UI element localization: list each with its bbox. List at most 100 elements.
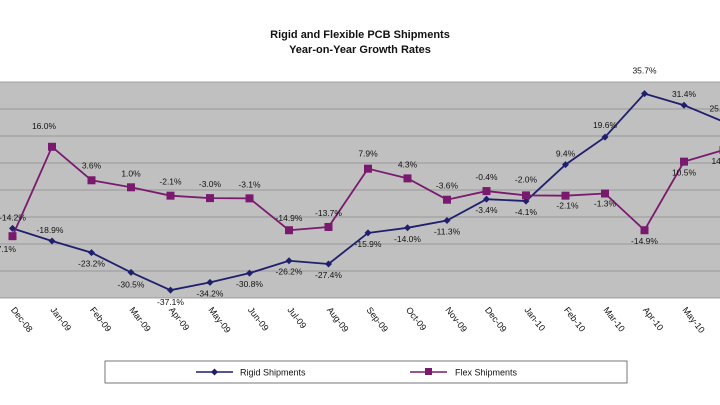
legend-box <box>104 360 628 384</box>
legend-item-flex: Flex Shipments <box>410 368 518 378</box>
data-labels: -14.2% -18.9% -23.2% -30.5% -37.1% -34.2% -30.… <box>0 66 720 308</box>
x-tick-label: Dec-09 <box>483 305 509 334</box>
data-point <box>482 187 491 196</box>
x-tick-label: May-09 <box>206 305 232 335</box>
data-label: -18.9% <box>37 225 64 235</box>
data-point <box>601 133 609 141</box>
data-point <box>680 157 688 166</box>
data-label: -0.4% <box>475 172 498 182</box>
data-label: 4.3% <box>398 159 418 169</box>
data-label: -34.2% <box>197 288 224 298</box>
data-point <box>680 101 688 109</box>
data-label: -2.0% <box>515 174 538 184</box>
data-label: -2.1% <box>159 177 182 187</box>
data-label: 1.0% <box>121 168 141 178</box>
x-tick-label: Apr-09 <box>167 305 192 332</box>
x-tick-label: Dec-08 <box>9 305 35 334</box>
data-point <box>88 249 95 257</box>
data-label: -11.3% <box>434 227 461 237</box>
data-point <box>325 260 332 268</box>
data-point <box>443 217 451 225</box>
data-label: -14.0% <box>394 234 421 244</box>
data-point <box>206 278 214 286</box>
legend: Rigid Shipments Flex Shipments <box>104 360 628 384</box>
x-tick-label: Feb-10 <box>562 305 587 334</box>
data-label: -30.8% <box>236 279 263 289</box>
data-label: -17.1% <box>0 244 16 254</box>
data-point <box>127 183 135 192</box>
x-tick-label: May-10 <box>680 305 706 335</box>
data-label: -15.9% <box>355 239 382 249</box>
data-label: 35.7% <box>632 66 657 76</box>
data-point <box>8 232 17 241</box>
data-label: 25.3% <box>709 104 720 114</box>
data-label: 19.6% <box>593 120 618 130</box>
data-label: 31.4% <box>672 89 697 99</box>
x-tick-label: Jan-10 <box>522 305 547 333</box>
data-label: -37.1% <box>157 297 184 307</box>
legend-label-rigid: Rigid Shipments <box>240 368 306 378</box>
data-point <box>562 161 569 169</box>
x-tick-label: Aug-09 <box>325 305 351 334</box>
chart-subtitle: Year-on-Year Growth Rates <box>289 44 431 56</box>
data-point <box>404 224 411 232</box>
data-label: -4.1% <box>515 207 538 217</box>
data-label: -14.2% <box>0 212 26 222</box>
data-label: -3.6% <box>436 181 459 191</box>
data-point <box>48 237 56 245</box>
data-point <box>285 226 293 235</box>
x-tick-label: Jun-09 <box>246 305 271 333</box>
data-point <box>166 191 175 200</box>
data-point <box>324 222 333 231</box>
series-markers <box>8 90 720 294</box>
data-label: -30.5% <box>118 279 145 289</box>
data-label: 10.5% <box>672 168 697 178</box>
data-label: -2.1% <box>556 201 579 211</box>
data-label: 16.0% <box>32 121 57 131</box>
data-point <box>206 194 214 203</box>
data-label: -23.2% <box>78 259 105 269</box>
data-point <box>9 224 16 232</box>
data-label: -3.1% <box>238 179 261 189</box>
data-point <box>285 257 293 265</box>
data-label: 9.4% <box>556 149 576 159</box>
x-tick-label: Jul-09 <box>285 305 308 330</box>
data-point <box>561 191 570 200</box>
data-point <box>246 269 253 277</box>
x-tick-label: Nov-09 <box>443 305 469 334</box>
data-label: -27.4% <box>315 270 342 280</box>
data-label: -3.4% <box>475 205 498 215</box>
data-point <box>640 226 649 235</box>
data-label: -26.2% <box>276 267 303 277</box>
data-point <box>364 229 372 237</box>
data-label: -14.9% <box>631 236 658 246</box>
legend-item-rigid: Rigid Shipments <box>196 368 306 378</box>
data-point <box>601 189 609 198</box>
legend-label-flex: Flex Shipments <box>455 368 518 378</box>
data-point <box>641 90 648 98</box>
chart-title: Rigid and Flexible PCB Shipments <box>270 29 450 41</box>
data-label: -13.7% <box>315 208 342 218</box>
legend-marker-flex <box>425 368 432 375</box>
data-label: -14.9% <box>276 213 303 223</box>
x-tick-label: Feb-09 <box>88 305 113 334</box>
x-tick-label: Apr-10 <box>641 305 666 332</box>
x-tick-label: Jan-09 <box>48 305 73 333</box>
data-label: 7.9% <box>358 149 378 159</box>
data-point <box>483 195 490 203</box>
x-tick-labels: -08Dec-08Jan-09Feb-09Mar-09Apr-09May-09J… <box>9 305 720 335</box>
data-label: -3.0% <box>199 179 222 189</box>
x-tick-label: Sep-09 <box>364 305 390 334</box>
data-point <box>167 286 174 294</box>
gridlines <box>0 81 720 299</box>
data-label: 3.6% <box>82 160 102 170</box>
data-point <box>245 194 254 203</box>
x-tick-label: Mar-10 <box>601 305 626 334</box>
data-label: -1.3% <box>594 199 617 209</box>
data-point <box>87 176 96 185</box>
data-label: 14.8% <box>711 156 720 166</box>
x-tick-label: Oct-09 <box>404 305 429 332</box>
data-point <box>364 164 372 173</box>
legend-marker-rigid <box>211 368 218 376</box>
